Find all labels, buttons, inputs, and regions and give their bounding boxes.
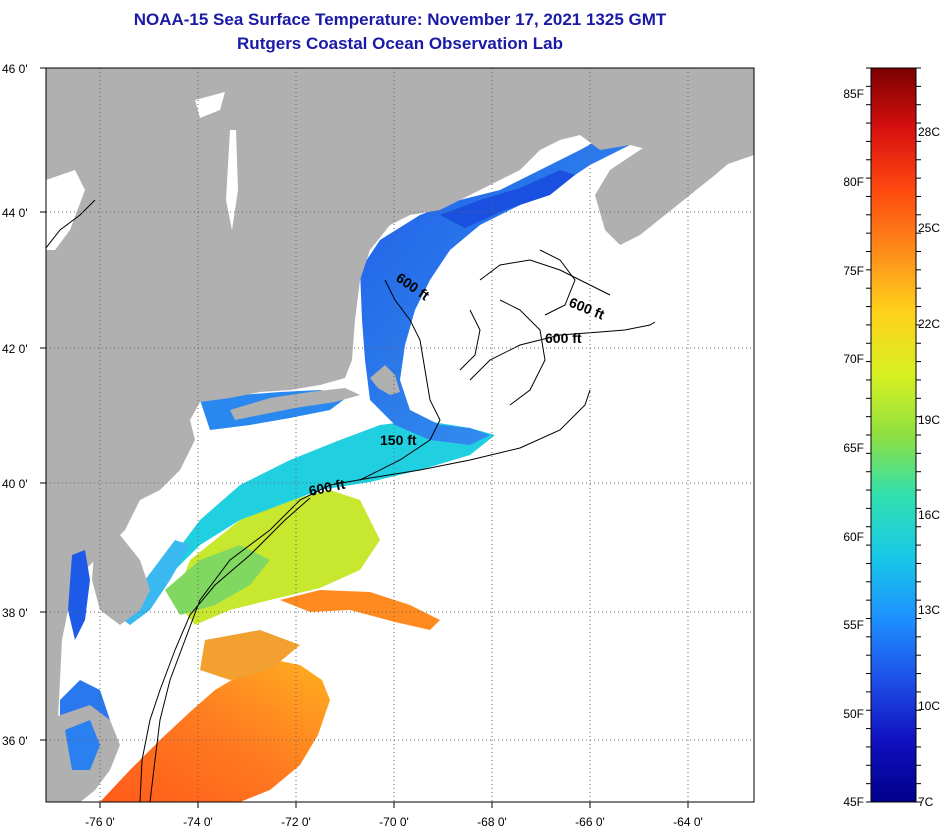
lon-label: -72 0' bbox=[281, 815, 311, 829]
lat-label: 40 0' bbox=[2, 477, 28, 491]
contour-label: 600 ft bbox=[307, 476, 346, 499]
lon-label: -70 0' bbox=[379, 815, 409, 829]
land-delmarva bbox=[92, 535, 150, 625]
inland-lake-champlain bbox=[226, 130, 238, 230]
sst-slope-green bbox=[165, 545, 270, 615]
sst-warm-patch bbox=[200, 630, 300, 680]
bathymetry-contours bbox=[46, 199, 656, 802]
land-cape-cod bbox=[370, 365, 400, 395]
lon-label: -76 0' bbox=[85, 815, 115, 829]
contour-label: 600 ft bbox=[545, 330, 582, 346]
pamlico-sound bbox=[65, 720, 100, 770]
map-frame bbox=[45, 67, 755, 803]
sst-shelf-cyan bbox=[140, 420, 495, 600]
lon-label: -64 0' bbox=[673, 815, 703, 829]
land-long-island bbox=[230, 388, 360, 420]
axis-ticks bbox=[40, 67, 689, 808]
chesapeake-bay bbox=[68, 550, 90, 640]
sst-warm-tongue bbox=[280, 590, 440, 630]
lat-label: 42 0' bbox=[2, 342, 28, 356]
lat-label: 44 0' bbox=[2, 206, 28, 220]
lake-ontario-edge bbox=[46, 170, 85, 250]
lat-label: 36 0' bbox=[2, 734, 28, 748]
map-subtitle: Rutgers Coastal Ocean Observation Lab bbox=[237, 34, 563, 53]
sst-gulf-of-maine bbox=[360, 118, 660, 445]
lat-label: 46 0' bbox=[2, 62, 28, 76]
land-nova-scotia bbox=[595, 98, 754, 245]
lon-label: -66 0' bbox=[575, 815, 605, 829]
land-us-east bbox=[46, 68, 754, 802]
inland-lake bbox=[195, 92, 225, 118]
map-title: NOAA-15 Sea Surface Temperature: Novembe… bbox=[133, 10, 667, 29]
lon-label: -68 0' bbox=[477, 815, 507, 829]
lon-label: -74 0' bbox=[183, 815, 213, 829]
sst-warm-gulfstream bbox=[100, 660, 330, 802]
sst-bay-of-fundy bbox=[440, 170, 575, 228]
lat-label: 38 0' bbox=[2, 606, 28, 620]
contour-label: 150 ft bbox=[380, 432, 417, 448]
